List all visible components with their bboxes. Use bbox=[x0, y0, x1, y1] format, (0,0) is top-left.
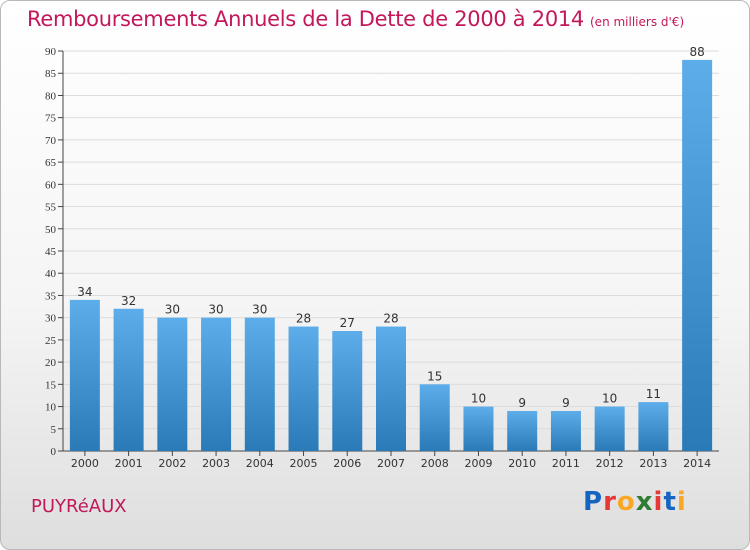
value-label-2001: 32 bbox=[121, 294, 136, 308]
logo-letter: t bbox=[663, 487, 677, 517]
y-tick-label: 75 bbox=[45, 113, 57, 125]
bar-2012 bbox=[594, 406, 625, 451]
proxiti-logo[interactable]: Proxiti bbox=[583, 487, 687, 517]
y-tick-label: 85 bbox=[45, 68, 57, 80]
value-label-2000: 34 bbox=[77, 285, 92, 299]
bar-2003 bbox=[201, 317, 232, 451]
logo-letter: o bbox=[616, 487, 636, 517]
bar-2011 bbox=[550, 411, 581, 451]
logo-letter: x bbox=[635, 487, 654, 517]
bar-2014 bbox=[682, 59, 713, 452]
value-label-2012: 10 bbox=[602, 392, 617, 406]
bar-2004 bbox=[244, 317, 275, 451]
y-tick-label: 80 bbox=[45, 90, 57, 102]
x-tick-label: 2000 bbox=[71, 457, 99, 470]
value-label-2002: 30 bbox=[165, 303, 180, 317]
commune-name: PUYRéAUX bbox=[31, 496, 127, 517]
bar-2001 bbox=[113, 308, 144, 451]
x-tick-label: 2004 bbox=[246, 457, 274, 470]
bar-2007 bbox=[376, 326, 406, 451]
value-label-2013: 11 bbox=[646, 387, 661, 401]
x-tick-label: 2012 bbox=[596, 457, 624, 470]
bar-2010 bbox=[507, 411, 538, 451]
bars: 34 32 30 30 30 28 27 28 15 10 9 9 10 11 88 bbox=[69, 45, 713, 452]
x-tick-label: 2011 bbox=[552, 457, 580, 470]
y-tick-label: 65 bbox=[45, 157, 57, 169]
x-tick-label: 2009 bbox=[464, 457, 492, 470]
logo-letter: i bbox=[653, 487, 664, 517]
x-tick-label: 2013 bbox=[639, 457, 667, 470]
chart-title: Remboursements Annuels de la Dette de 20… bbox=[27, 7, 684, 31]
title-text: Remboursements Annuels de la Dette de 20… bbox=[27, 7, 584, 31]
y-tick-label: 90 bbox=[45, 46, 57, 58]
value-label-2009: 10 bbox=[471, 392, 486, 406]
x-tick-label: 2002 bbox=[158, 457, 186, 470]
bar-2009 bbox=[463, 406, 494, 451]
x-tick-label: 2014 bbox=[683, 457, 711, 470]
chart-subtitle: (en milliers d'€) bbox=[590, 15, 685, 29]
y-tick-label: 35 bbox=[45, 290, 57, 302]
x-axis: 2000 2001 2002 2003 2004 2005 2006 2007 2008 2009… bbox=[71, 451, 711, 470]
logo-letter: P bbox=[583, 487, 604, 517]
value-label-2010: 9 bbox=[518, 396, 526, 410]
y-tick-label: 10 bbox=[45, 402, 57, 414]
y-tick-label: 20 bbox=[45, 357, 57, 369]
y-tick-label: 40 bbox=[45, 268, 57, 280]
value-label-2003: 30 bbox=[208, 303, 223, 317]
x-tick-label: 2003 bbox=[202, 457, 230, 470]
value-label-2011: 9 bbox=[562, 396, 570, 410]
value-label-2005: 28 bbox=[296, 312, 311, 326]
x-tick-label: 2010 bbox=[508, 457, 536, 470]
value-label-2006: 27 bbox=[340, 316, 355, 330]
bar-2008 bbox=[419, 384, 450, 451]
y-tick-label: 55 bbox=[45, 202, 57, 214]
bar-2005 bbox=[288, 326, 319, 451]
value-label-2014: 88 bbox=[689, 45, 704, 59]
value-label-2008: 15 bbox=[427, 369, 442, 383]
y-tick-label: 25 bbox=[45, 335, 57, 347]
y-tick-label: 5 bbox=[51, 424, 57, 436]
logo-letter: i bbox=[676, 487, 687, 517]
bar-2013 bbox=[638, 402, 669, 451]
x-tick-label: 2007 bbox=[377, 457, 405, 470]
y-tick-label: 70 bbox=[45, 135, 57, 147]
bar-2006 bbox=[332, 331, 363, 451]
bar-2002 bbox=[157, 317, 188, 451]
bar-2000 bbox=[69, 299, 100, 451]
logo-letter: r bbox=[603, 487, 617, 517]
y-tick-label: 30 bbox=[45, 313, 57, 325]
value-label-2007: 28 bbox=[383, 312, 398, 326]
y-tick-label: 50 bbox=[45, 224, 57, 236]
y-tick-label: 60 bbox=[45, 179, 57, 191]
y-tick-label: 45 bbox=[45, 246, 57, 258]
x-tick-label: 2001 bbox=[115, 457, 143, 470]
value-label-2004: 30 bbox=[252, 303, 267, 317]
y-tick-label: 15 bbox=[45, 379, 57, 391]
x-tick-label: 2005 bbox=[290, 457, 318, 470]
x-tick-label: 2008 bbox=[421, 457, 449, 470]
x-tick-label: 2006 bbox=[333, 457, 361, 470]
y-tick-label: 0 bbox=[51, 446, 57, 458]
